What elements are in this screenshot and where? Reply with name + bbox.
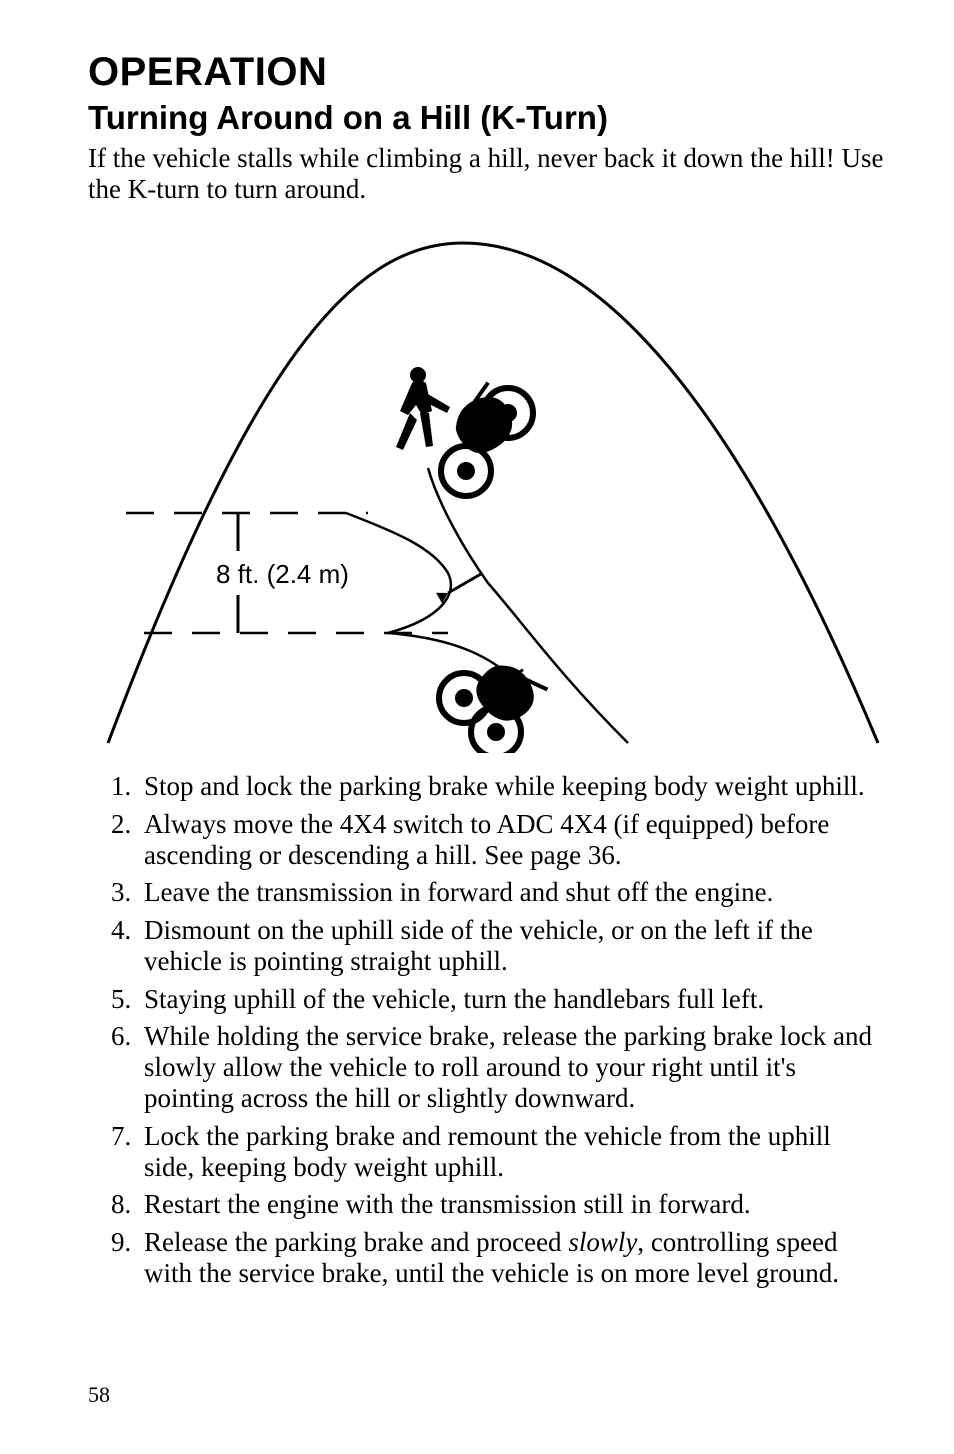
page: OPERATION Turning Around on a Hill (K-Tu… (0, 0, 954, 1454)
step-item: Restart the engine with the transmission… (138, 1189, 884, 1220)
svg-text:8 ft. (2.4 m): 8 ft. (2.4 m) (216, 559, 349, 589)
heading-kturn: Turning Around on a Hill (K-Turn) (88, 99, 884, 137)
step-item: While holding the service brake, release… (138, 1021, 884, 1113)
step-item: Release the parking brake and proceed sl… (138, 1227, 884, 1289)
step-item: Staying uphill of the vehicle, turn the … (138, 984, 884, 1015)
page-number: 58 (88, 1382, 110, 1408)
emphasis: slowly (568, 1227, 637, 1257)
intro-paragraph: If the vehicle stalls while climbing a h… (88, 143, 884, 205)
heading-operation: OPERATION (88, 50, 884, 95)
kturn-diagram: 8 ft. (2.4 m) (88, 213, 884, 753)
step-item: Dismount on the uphill side of the vehic… (138, 915, 884, 977)
step-item: Lock the parking brake and remount the v… (138, 1121, 884, 1183)
step-item: Stop and lock the parking brake while ke… (138, 771, 884, 802)
diagram-svg: 8 ft. (2.4 m) (88, 213, 884, 753)
step-item: Always move the 4X4 switch to ADC 4X4 (i… (138, 809, 884, 871)
step-item: Leave the transmission in forward and sh… (138, 877, 884, 908)
steps-list: Stop and lock the parking brake while ke… (88, 771, 884, 1288)
